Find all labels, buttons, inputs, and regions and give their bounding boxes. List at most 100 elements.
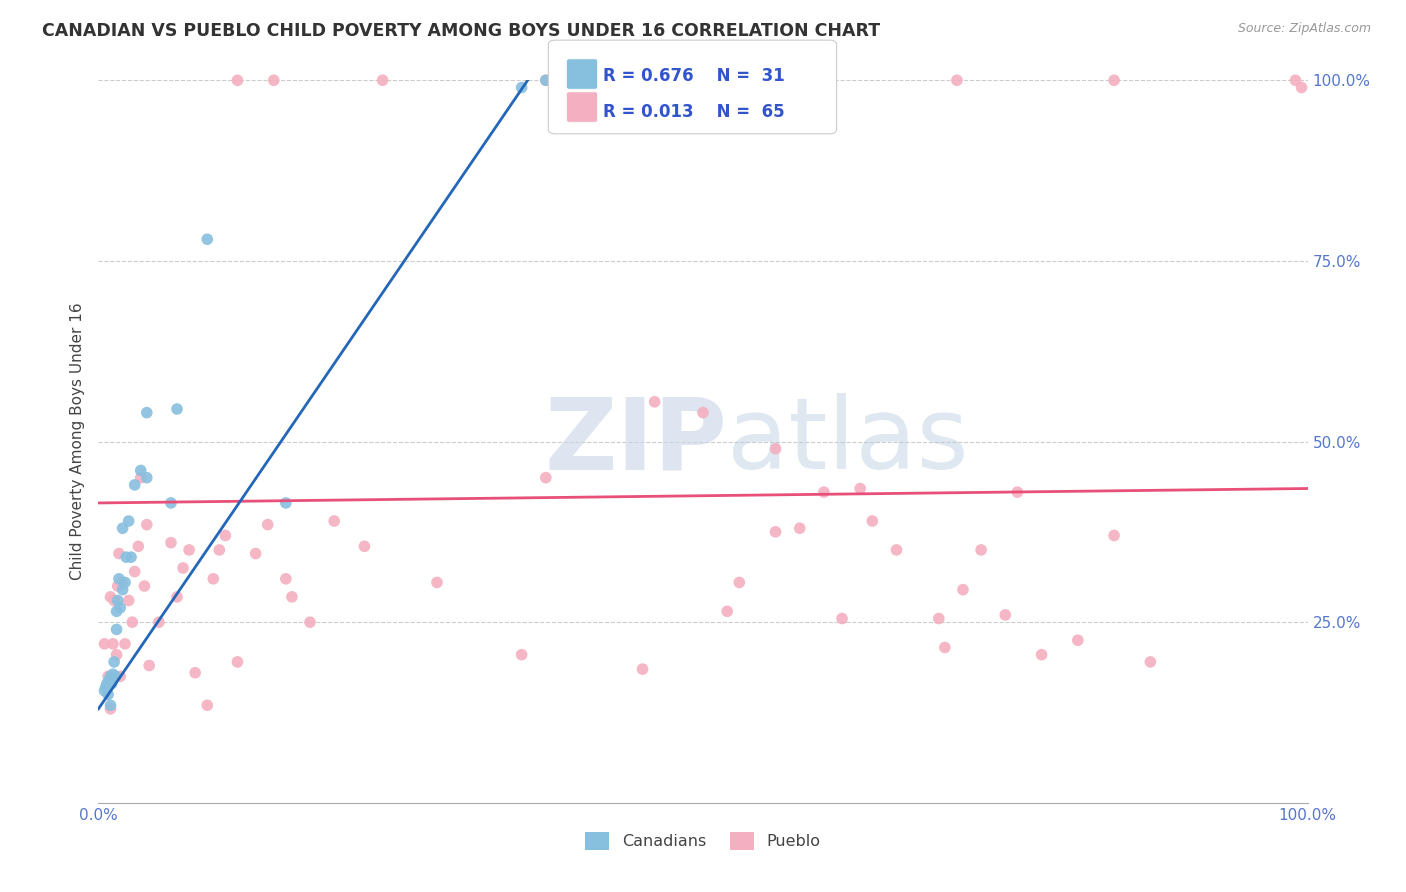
Point: [644, 394, 666, 409]
Point: [134, 579, 156, 593]
Text: Source: ZipAtlas.com: Source: ZipAtlas.com: [1237, 22, 1371, 36]
Point: [129, 463, 152, 477]
Point: [994, 607, 1017, 622]
Text: R = 0.676    N =  31: R = 0.676 N = 31: [603, 67, 785, 85]
Point: [114, 637, 136, 651]
Point: [129, 470, 152, 484]
Point: [534, 73, 557, 87]
Point: [111, 582, 134, 597]
Point: [100, 590, 122, 604]
Point: [160, 535, 183, 549]
Point: [97, 669, 120, 683]
Point: [100, 698, 122, 713]
Point: [716, 604, 738, 618]
Point: [93, 683, 115, 698]
Point: [208, 542, 231, 557]
Point: [148, 615, 170, 630]
Point: [135, 470, 157, 484]
Point: [103, 655, 125, 669]
Point: [100, 676, 122, 690]
Point: [765, 442, 787, 456]
Text: R = 0.013    N =  65: R = 0.013 N = 65: [603, 103, 785, 120]
Point: [1007, 485, 1029, 500]
Point: [101, 637, 124, 651]
Point: [256, 517, 278, 532]
Point: [172, 561, 194, 575]
Point: [195, 232, 218, 246]
Point: [105, 648, 128, 662]
Point: [107, 593, 129, 607]
Point: [105, 604, 128, 618]
Point: [121, 615, 143, 630]
Point: [281, 590, 304, 604]
Point: [135, 517, 157, 532]
Point: [1102, 73, 1125, 87]
Text: atlas: atlas: [727, 393, 969, 490]
Point: [1031, 648, 1053, 662]
Point: [765, 524, 787, 539]
Point: [108, 600, 131, 615]
Point: [1102, 528, 1125, 542]
Point: [124, 565, 146, 579]
Point: [849, 482, 872, 496]
Point: [118, 514, 141, 528]
Point: [426, 575, 449, 590]
Point: [831, 611, 853, 625]
Point: [353, 539, 375, 553]
Point: [97, 687, 120, 701]
Point: [195, 698, 218, 713]
Point: [510, 80, 533, 95]
Point: [94, 680, 117, 694]
Point: [104, 669, 127, 683]
Point: [107, 579, 129, 593]
Point: [96, 676, 118, 690]
Point: [115, 550, 138, 565]
Point: [160, 496, 183, 510]
Text: CANADIAN VS PUEBLO CHILD POVERTY AMONG BOYS UNDER 16 CORRELATION CHART: CANADIAN VS PUEBLO CHILD POVERTY AMONG B…: [42, 22, 880, 40]
Point: [103, 593, 125, 607]
Point: [105, 623, 128, 637]
Point: [934, 640, 956, 655]
Point: [108, 547, 131, 561]
Point: [274, 496, 297, 510]
Point: [946, 73, 969, 87]
Point: [108, 572, 131, 586]
Point: [179, 542, 201, 557]
Y-axis label: Child Poverty Among Boys Under 16: Child Poverty Among Boys Under 16: [69, 302, 84, 581]
Point: [928, 611, 950, 625]
Point: [371, 73, 394, 87]
Point: [202, 572, 225, 586]
Point: [93, 637, 115, 651]
Legend: Canadians, Pueblo: Canadians, Pueblo: [579, 826, 827, 856]
Point: [1291, 80, 1313, 95]
Point: [98, 673, 121, 687]
Point: [274, 572, 297, 586]
Point: [184, 665, 207, 680]
Point: [728, 575, 751, 590]
Point: [1139, 655, 1161, 669]
Point: [120, 550, 142, 565]
Point: [1067, 633, 1090, 648]
Point: [108, 669, 131, 683]
Point: [226, 655, 249, 669]
Point: [534, 73, 557, 87]
Point: [860, 514, 883, 528]
Point: [166, 402, 188, 417]
Point: [101, 667, 124, 681]
Point: [100, 702, 122, 716]
Point: [813, 485, 835, 500]
Point: [114, 575, 136, 590]
Point: [226, 73, 249, 87]
Point: [970, 542, 993, 557]
Point: [1284, 73, 1306, 87]
Point: [111, 575, 134, 590]
Point: [299, 615, 322, 630]
Point: [111, 521, 134, 535]
Point: [166, 590, 188, 604]
Point: [510, 648, 533, 662]
Point: [214, 528, 236, 542]
Point: [631, 662, 654, 676]
Point: [124, 478, 146, 492]
Point: [789, 521, 811, 535]
Point: [127, 539, 149, 553]
